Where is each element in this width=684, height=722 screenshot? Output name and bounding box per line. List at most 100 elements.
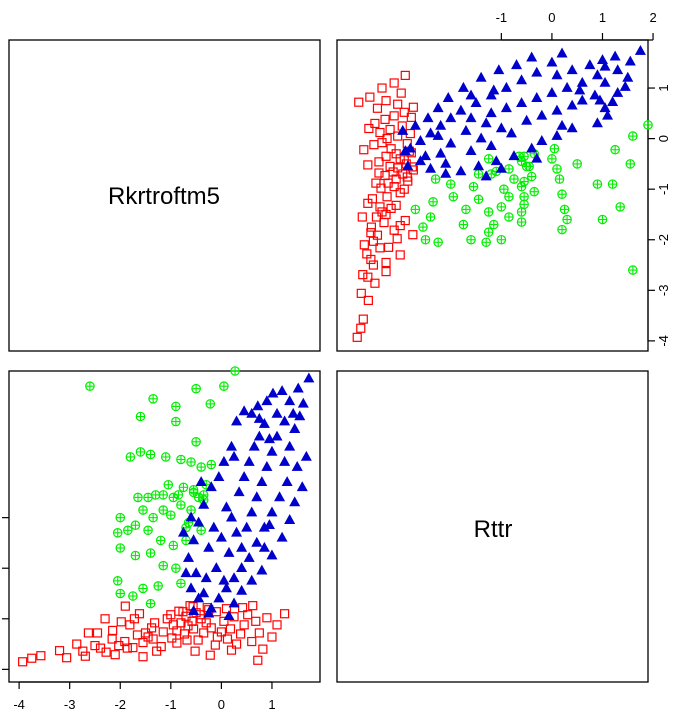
point-green-circle-plus <box>481 237 491 248</box>
point-red-square <box>267 632 277 642</box>
point-green-circle-plus <box>516 156 527 167</box>
point-blue-triangle <box>465 89 477 100</box>
point-blue-triangle <box>455 165 467 176</box>
point-blue-triangle <box>511 59 523 70</box>
top-axis-tick-label: 1 <box>599 10 606 25</box>
point-blue-triangle <box>435 147 447 158</box>
point-blue-triangle <box>292 382 304 393</box>
point-red-square <box>248 601 258 611</box>
point-red-square <box>182 635 192 645</box>
right-axis-tick-label: -4 <box>656 335 671 347</box>
point-green-circle-plus <box>488 219 499 230</box>
point-blue-triangle <box>279 455 291 466</box>
point-green-circle-plus <box>196 525 206 536</box>
point-blue-triangle <box>526 142 538 153</box>
point-red-square <box>193 635 203 645</box>
point-green-circle-plus <box>628 131 638 141</box>
point-red-square <box>372 103 383 113</box>
point-red-square <box>222 634 233 644</box>
point-red-square <box>72 639 82 649</box>
point-green-circle-plus <box>158 560 169 571</box>
point-red-square <box>358 314 368 324</box>
point-green-circle-plus <box>123 525 133 536</box>
point-green-circle-plus <box>483 154 494 164</box>
point-red-square <box>272 620 282 630</box>
point-red-square <box>201 618 211 628</box>
right-axis-tick-label: 0 <box>656 135 671 142</box>
point-blue-triangle <box>536 109 548 120</box>
point-blue-triangle <box>561 81 573 92</box>
point-red-square <box>380 170 390 181</box>
point-blue-triangle <box>589 89 601 100</box>
point-red-square <box>377 83 387 93</box>
point-blue-triangle <box>236 584 248 595</box>
point-green-circle-plus <box>607 179 618 189</box>
point-red-square <box>129 614 140 624</box>
point-blue-triangle <box>261 395 273 406</box>
point-red-square <box>120 601 130 611</box>
point-red-square <box>205 650 215 660</box>
point-green-circle-plus <box>148 394 158 404</box>
point-green-circle-plus <box>554 174 565 184</box>
point-blue-triangle <box>203 541 215 552</box>
point-red-square <box>371 178 381 188</box>
point-green-circle-plus <box>148 512 158 523</box>
point-blue-triangle <box>485 140 497 150</box>
point-blue-triangle <box>241 521 253 532</box>
point-blue-triangle <box>276 385 288 396</box>
point-blue-triangle <box>457 81 469 92</box>
point-green-circle-plus <box>128 591 138 601</box>
point-red-square <box>206 623 216 633</box>
point-red-square <box>262 613 272 623</box>
point-red-square <box>243 610 253 620</box>
point-blue-triangle <box>220 501 232 512</box>
bottom-axis-tick-label: -3 <box>64 697 76 712</box>
bottom-axis-tick-label: 1 <box>268 697 275 712</box>
point-blue-triangle <box>566 64 578 75</box>
point-red-square <box>219 616 229 626</box>
point-green-circle-plus <box>145 598 156 609</box>
point-green-circle-plus <box>168 492 179 503</box>
point-green-circle-plus <box>610 144 620 155</box>
point-green-circle-plus <box>499 184 509 194</box>
point-blue-triangle <box>465 112 477 123</box>
point-red-square <box>36 651 46 661</box>
point-red-square <box>408 102 418 112</box>
point-red-square <box>221 604 232 614</box>
point-green-circle-plus <box>112 528 123 538</box>
panel-top-left <box>8 39 321 352</box>
point-blue-triangle <box>624 55 636 66</box>
point-blue-triangle <box>225 511 238 522</box>
point-green-circle-plus <box>171 416 181 427</box>
point-green-circle-plus <box>115 512 126 523</box>
point-green-circle-plus <box>176 454 186 465</box>
point-blue-triangle <box>284 440 296 451</box>
point-blue-triangle <box>596 54 608 65</box>
point-red-square <box>381 267 391 277</box>
point-blue-triangle <box>297 397 309 408</box>
point-green-circle-plus <box>145 548 156 558</box>
point-blue-triangle <box>183 551 195 562</box>
point-red-square <box>382 134 392 144</box>
point-red-square <box>391 174 401 184</box>
point-blue-triangle <box>198 587 210 598</box>
point-blue-triangle <box>236 562 248 573</box>
point-red-square <box>400 215 410 226</box>
point-green-circle-plus <box>458 219 469 230</box>
point-red-square <box>54 646 65 656</box>
point-green-circle-plus <box>461 204 471 215</box>
point-green-circle-plus <box>173 490 184 500</box>
point-blue-triangle <box>493 64 505 75</box>
point-green-circle-plus <box>176 500 186 510</box>
point-red-square <box>128 643 138 653</box>
point-green-circle-plus <box>191 436 201 447</box>
point-blue-triangle <box>619 80 631 91</box>
point-blue-triangle <box>256 564 268 575</box>
point-blue-triangle <box>612 64 624 75</box>
point-red-square <box>138 652 148 662</box>
point-red-square <box>167 633 177 643</box>
point-red-square <box>210 640 220 650</box>
point-red-square <box>122 643 132 653</box>
point-red-square <box>406 112 416 122</box>
point-blue-triangle <box>419 150 432 161</box>
